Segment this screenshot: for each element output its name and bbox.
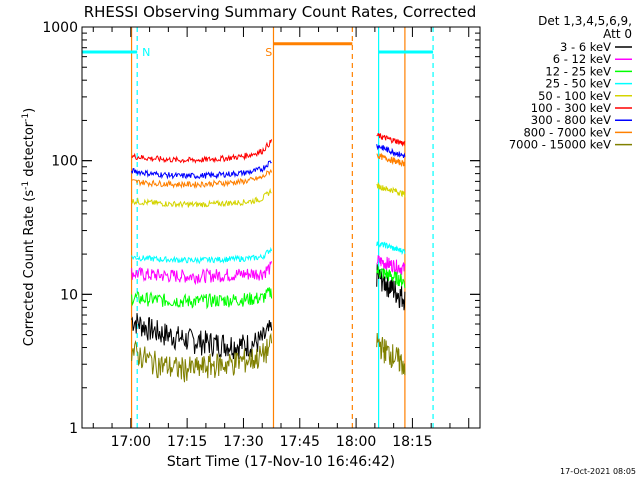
y-axis-label-main: Corrected Count Rate (s xyxy=(22,190,37,347)
legend-header-line2: Att 0 xyxy=(603,27,632,41)
series-line-1-segment-2 xyxy=(376,255,406,275)
series-line-2-segment-2 xyxy=(376,266,406,289)
series-line-8-segment-2 xyxy=(376,332,406,376)
series-line-0-segment-2 xyxy=(376,264,406,311)
series-line-4-segment-2 xyxy=(376,181,406,198)
series-line-7-segment-1 xyxy=(131,168,273,189)
legend-entry-label-1: 6 - 12 keV xyxy=(553,52,611,66)
y-axis-label: Corrected Count Rate (s-1 detector-1) xyxy=(21,108,37,346)
series-line-3-segment-1 xyxy=(131,246,273,265)
legend-entry-label-4: 50 - 100 keV xyxy=(538,89,611,103)
x-tick-label-3: 17:45 xyxy=(280,434,320,450)
x-axis-label: Start Time (17-Nov-10 16:46:42) xyxy=(167,454,395,470)
x-tick-label-2: 17:30 xyxy=(223,434,263,450)
x-tick-label-5: 18:15 xyxy=(392,434,432,450)
x-tick-label-1: 17:15 xyxy=(167,434,207,450)
legend-entry-label-7: 800 - 7000 keV xyxy=(523,125,611,139)
series-line-4-segment-1 xyxy=(131,187,272,209)
x-axis: 17:00 17:15 17:30 17:45 18:00 18:15 xyxy=(92,27,470,450)
legend-entry-label-6: 300 - 800 keV xyxy=(531,113,611,127)
series-line-7-segment-2 xyxy=(376,152,406,168)
series-line-6-segment-1 xyxy=(131,160,272,180)
y-axis-label-sup1: -1 xyxy=(21,181,31,190)
y-tick-label-2: 100 xyxy=(51,154,78,170)
y-tick-label-3: 1000 xyxy=(42,20,78,36)
x-tick-label-4: 18:00 xyxy=(336,434,376,450)
legend-entry-label-8: 7000 - 15000 keV xyxy=(509,138,611,152)
series-line-5-segment-2 xyxy=(376,132,406,147)
y-tick-label-0: 1 xyxy=(69,421,78,437)
series-line-2-segment-1 xyxy=(131,287,273,310)
legend-entry-label-3: 25 - 50 keV xyxy=(545,77,611,91)
series-line-1-segment-1 xyxy=(131,261,273,286)
y-tick-label-1: 10 xyxy=(60,287,78,303)
series-line-0-segment-1 xyxy=(131,313,273,360)
legend-entry-label-2: 12 - 25 keV xyxy=(545,64,611,78)
y-axis: 1 10 100 1000 xyxy=(42,20,480,437)
flag-label-1: S xyxy=(265,46,272,59)
y-axis-label-mid: detector xyxy=(22,121,37,181)
flag-label-0: N xyxy=(142,46,150,59)
legend-header-line1: Det 1,3,4,5,6,9, xyxy=(538,14,632,28)
legend-entry-label-0: 3 - 6 keV xyxy=(560,40,611,54)
x-tick-label-0: 17:00 xyxy=(111,434,151,450)
series-line-8-segment-1 xyxy=(131,332,273,383)
series-line-3-segment-2 xyxy=(376,241,406,255)
y-axis-label-sup2: -1 xyxy=(21,113,31,122)
footer-timestamp: 17-Oct-2021 08:05 xyxy=(560,467,636,476)
legend-entry-label-5: 100 - 300 keV xyxy=(531,101,611,115)
chart-title: RHESSI Observing Summary Count Rates, Co… xyxy=(84,3,477,21)
series-line-5-segment-1 xyxy=(131,139,273,164)
series-line-6-segment-2 xyxy=(376,144,406,158)
y-axis-label-end: ) xyxy=(22,108,37,113)
